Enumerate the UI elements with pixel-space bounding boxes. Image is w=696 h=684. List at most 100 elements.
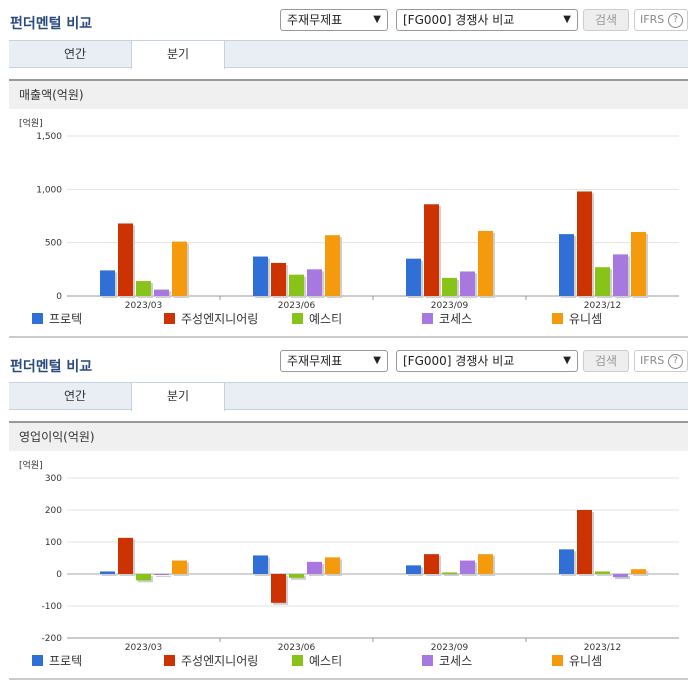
period-tabs: 연간 분기 — [9, 382, 688, 411]
bar — [424, 204, 439, 296]
legend-item[interactable]: 예스티 — [292, 654, 342, 668]
bar — [307, 269, 322, 296]
question-icon: ? — [668, 354, 683, 369]
legend-label: 예스티 — [309, 654, 343, 668]
y-tick-label: -100 — [42, 602, 63, 612]
bar — [154, 289, 169, 296]
legend-item[interactable]: 코세스 — [422, 312, 472, 326]
legend-item[interactable]: 예스티 — [292, 312, 342, 326]
ifrs-label: IFRS — [640, 13, 665, 26]
legend-label: 코세스 — [439, 654, 473, 668]
legend-item[interactable]: 프로텍 — [32, 312, 82, 326]
legend-swatch — [292, 313, 303, 324]
legend-swatch — [164, 313, 175, 324]
legend-swatch — [32, 655, 43, 666]
search-button[interactable]: 검색 — [583, 9, 629, 31]
legend-label: 주성엔지니어링 — [181, 312, 259, 326]
bar — [271, 574, 286, 603]
statement-select[interactable]: 주재무제표 ▼ — [280, 350, 388, 372]
tab-annual[interactable]: 연간 — [63, 389, 87, 403]
legend-item[interactable]: 코세스 — [422, 654, 472, 668]
ifrs-label: IFRS — [640, 354, 665, 367]
bar — [100, 571, 115, 574]
bar — [136, 574, 151, 581]
peer-group-select[interactable]: [FG000] 경쟁사 비교 ▼ — [396, 350, 578, 372]
ifrs-help-button[interactable]: IFRS ? — [634, 350, 688, 372]
legend-swatch — [552, 313, 563, 324]
x-tick-label: 2023/09 — [431, 301, 469, 310]
bar — [118, 223, 133, 296]
legend-label: 프로텍 — [49, 312, 83, 326]
revenue-chart: [억원] 0 500 1,000 1,500 2023/03 2023/06 2023/09 2… — [19, 117, 679, 310]
legend-label: 예스티 — [309, 312, 343, 326]
legend-swatch — [422, 313, 433, 324]
statement-select-value: 주재무제표 — [287, 354, 343, 368]
bar — [595, 571, 610, 574]
tab-annual[interactable]: 연간 — [63, 47, 87, 61]
legend-item[interactable]: 프로텍 — [32, 654, 82, 668]
panel-title: 펀더멘털 비교 — [10, 16, 93, 32]
bar-shadow — [444, 574, 459, 576]
y-tick-label: 300 — [45, 474, 62, 484]
peer-group-select-value: [FG000] 경쟁사 비교 — [403, 354, 515, 368]
panel-operating-profit: 펀더멘털 비교 주재무제표 ▼ [FG000] 경쟁사 비교 ▼ 검색 IFRS… — [0, 342, 696, 684]
bar — [478, 230, 493, 296]
divider — [9, 336, 688, 338]
bar — [172, 560, 187, 574]
legend-item[interactable]: 유니셈 — [552, 312, 602, 326]
bar-shadow — [597, 573, 612, 576]
statement-select[interactable]: 주재무제표 ▼ — [280, 9, 388, 31]
bar — [613, 574, 628, 578]
search-button[interactable]: 검색 — [583, 350, 629, 372]
section-title: 영업이익(억원) — [9, 421, 688, 451]
chart-legend: 프로텍 주성엔지니어링 예스티 코세스 유니셈 — [9, 654, 688, 672]
y-tick-label: 1,500 — [36, 132, 62, 142]
statement-select-value: 주재무제표 — [287, 13, 343, 27]
bar — [478, 554, 493, 574]
chart-legend: 프로텍 주성엔지니어링 예스티 코세스 유니셈 — [9, 312, 688, 330]
chevron-down-icon: ▼ — [563, 14, 571, 25]
peer-group-select[interactable]: [FG000] 경쟁사 비교 ▼ — [396, 9, 578, 31]
x-tick-label: 2023/12 — [584, 301, 621, 310]
unit-label: [억원] — [19, 459, 43, 471]
bar — [406, 565, 421, 574]
legend-swatch — [32, 313, 43, 324]
legend-label: 유니셈 — [569, 654, 603, 668]
bar — [118, 537, 133, 574]
bar — [424, 554, 439, 574]
bar — [289, 274, 304, 296]
tab-quarterly[interactable]: 분기 — [131, 41, 225, 69]
legend-swatch — [292, 655, 303, 666]
bar — [460, 560, 475, 574]
bar — [406, 258, 421, 296]
y-tick-label: 0 — [56, 292, 62, 302]
bar — [442, 572, 457, 574]
y-tick-label: 100 — [45, 538, 62, 548]
legend-item[interactable]: 유니셈 — [552, 654, 602, 668]
legend-label: 주성엔지니어링 — [181, 654, 259, 668]
legend-item[interactable]: 주성엔지니어링 — [164, 654, 258, 668]
legend-label: 유니셈 — [569, 312, 603, 326]
bar — [442, 277, 457, 296]
x-tick-label: 2023/12 — [584, 643, 621, 652]
ifrs-help-button[interactable]: IFRS ? — [634, 9, 688, 31]
bar — [325, 557, 340, 574]
legend-swatch — [552, 655, 563, 666]
bar-shadow — [615, 576, 630, 580]
bar — [631, 232, 646, 296]
x-tick-label: 2023/06 — [278, 301, 316, 310]
bar-shadow — [156, 576, 171, 577]
bar — [100, 270, 115, 296]
legend-swatch — [164, 655, 175, 666]
y-tick-label: -200 — [42, 634, 63, 644]
unit-label: [억원] — [19, 117, 43, 129]
legend-item[interactable]: 주성엔지니어링 — [164, 312, 258, 326]
y-tick-label: 0 — [56, 570, 62, 580]
tab-quarterly[interactable]: 분기 — [131, 383, 225, 411]
x-tick-label: 2023/06 — [278, 643, 316, 652]
bar — [631, 569, 646, 574]
y-tick-label: 500 — [45, 239, 62, 249]
bar — [253, 555, 268, 574]
bar-shadow — [102, 573, 117, 576]
y-tick-label: 1,000 — [36, 185, 62, 195]
